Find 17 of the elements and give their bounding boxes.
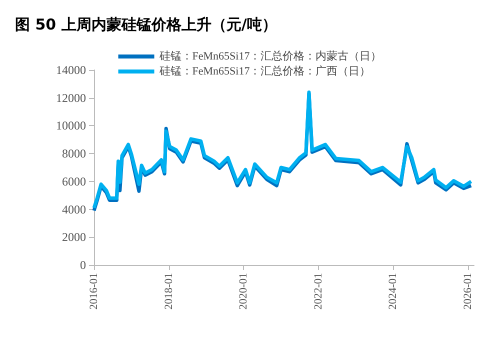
y-tick-label: 2000 xyxy=(62,230,86,244)
y-tick-label: 10000 xyxy=(56,118,86,133)
y-tick-label: 4000 xyxy=(62,202,86,216)
chart-title: 图 50 上周内蒙硅锰价格上升（元/吨） xyxy=(15,16,277,34)
legend-label: 硅锰：FeMn65Si17：汇总价格：广西（日） xyxy=(158,64,371,78)
x-tick-label: 2016-01 xyxy=(88,273,100,310)
y-tick-label: 8000 xyxy=(62,146,86,161)
y-tick-label: 14000 xyxy=(56,63,86,77)
legend-label: 硅锰：FeMn65Si17：汇总价格：内蒙古（日） xyxy=(158,50,382,62)
x-tick-label: 2018-01 xyxy=(162,273,175,310)
y-tick-label: 12000 xyxy=(56,90,86,105)
x-tick-label: 2024-01 xyxy=(387,273,400,310)
x-tick-label: 2020-01 xyxy=(238,273,250,310)
x-tick-label: 2026-01 xyxy=(462,273,474,310)
y-tick-label: 6000 xyxy=(62,174,86,188)
y-tick-label: 0 xyxy=(80,258,86,272)
x-tick-label: 2022-01 xyxy=(312,273,324,310)
